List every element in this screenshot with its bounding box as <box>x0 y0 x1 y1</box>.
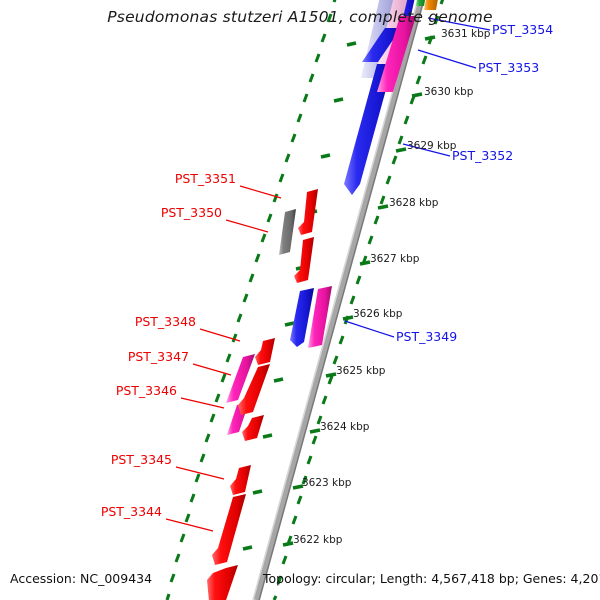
ruler-tick-label: 3623 kbp <box>302 477 352 489</box>
ruler-tick-label: 3630 kbp <box>424 86 474 98</box>
gene-label-pst-3352[interactable]: PST_3352 <box>452 148 513 163</box>
gene-label-pst-3351[interactable]: PST_3351 <box>175 171 236 186</box>
gene-label-pst-3346[interactable]: PST_3346 <box>116 383 177 398</box>
leader-lines <box>165 17 491 532</box>
gene-feature-pst-3345[interactable] <box>230 465 251 495</box>
gene-feature-pst-3352[interactable] <box>344 28 401 195</box>
gene-label-pst-3353[interactable]: PST_3353 <box>478 60 539 75</box>
gene-feature-pst-3349[interactable] <box>308 286 332 348</box>
sequence-backbone[interactable] <box>252 0 427 600</box>
gene-feature-pst-3347[interactable] <box>226 354 255 403</box>
ruler-tick-label: 3628 kbp <box>389 197 439 209</box>
gene-feature-blue-mid[interactable] <box>290 288 314 347</box>
ruler-tick-label: 3631 kbp <box>441 28 491 40</box>
genome-summary-label: Topology: circular; Length: 4,567,418 bp… <box>263 571 600 586</box>
gene-label-pst-3345[interactable]: PST_3345 <box>111 452 172 467</box>
gene-feature-truncated-green[interactable] <box>416 0 427 6</box>
gene-feature-pst-3344[interactable] <box>212 494 246 565</box>
gene-label-pst-3344[interactable]: PST_3344 <box>101 504 162 519</box>
gene-label-pst-3350[interactable]: PST_3350 <box>161 205 222 220</box>
gene-feature-pst-3353[interactable] <box>377 16 416 92</box>
gene-feature-pst-3350[interactable] <box>279 209 296 255</box>
gene-label-pst-3348[interactable]: PST_3348 <box>135 314 196 329</box>
ruler-arc-outer <box>165 0 357 600</box>
ruler-tick-label: 3626 kbp <box>353 308 403 320</box>
gene-label-pst-3349[interactable]: PST_3349 <box>396 329 457 344</box>
gene-labels: PST_3344 PST_3345 PST_3346 PST_3347 PST_… <box>101 22 553 519</box>
ruler-tick-labels: 3631 kbp 3630 kbp 3629 kbp 3628 kbp 3627… <box>293 28 491 546</box>
gene-feature-pst-3351[interactable] <box>294 189 318 283</box>
ruler-tick-label: 3622 kbp <box>293 534 343 546</box>
ruler-arc-inner <box>272 0 445 600</box>
gene-feature-truncated-red-bottom[interactable] <box>207 565 238 600</box>
gene-feature-truncated-orange[interactable] <box>424 0 440 10</box>
ruler-tick-label: 3624 kbp <box>320 421 370 433</box>
gene-label-pst-3347[interactable]: PST_3347 <box>128 349 189 364</box>
gene-feature-red-mid-short[interactable] <box>242 415 264 441</box>
gene-feature-red-mid-long[interactable] <box>238 364 270 415</box>
page-title: Pseudomonas stutzeri A1501, complete gen… <box>107 8 493 26</box>
ruler-tick-label: 3625 kbp <box>336 365 386 377</box>
ruler-tick-label: 3627 kbp <box>370 253 420 265</box>
gene-label-pst-3354[interactable]: PST_3354 <box>492 22 553 37</box>
accession-label: Accession: NC_009434 <box>10 571 153 586</box>
gene-feature-pst-3348[interactable] <box>255 338 275 365</box>
gene-feature-track-outer <box>207 0 440 600</box>
ruler-tick-label: 3629 kbp <box>407 140 457 152</box>
